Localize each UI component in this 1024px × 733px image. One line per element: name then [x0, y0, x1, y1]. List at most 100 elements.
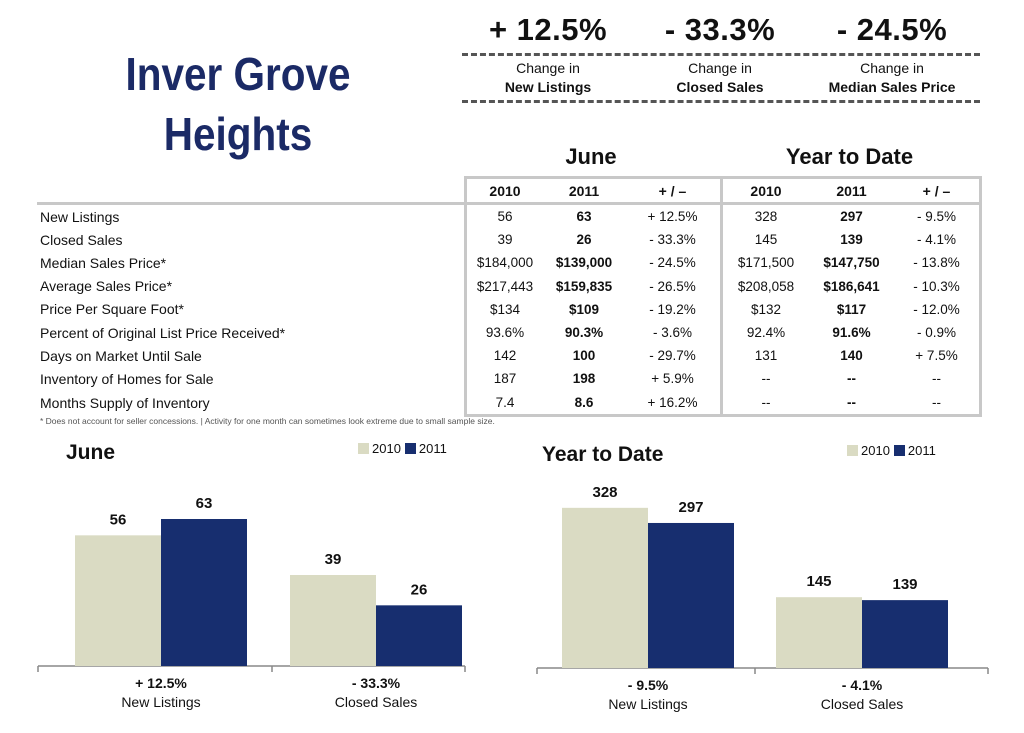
table-cell: 187 [464, 367, 543, 391]
row-label: Closed Sales [40, 231, 123, 248]
bar-2010 [562, 507, 648, 668]
table-cell: $217,443 [464, 274, 543, 298]
col-header: + / – [894, 176, 982, 205]
kpi-label: Change in [860, 60, 924, 76]
col-header: + / – [625, 176, 723, 205]
legend-label: 2010 [861, 443, 890, 458]
table-cell: - 13.8% [894, 251, 982, 275]
legend-swatch-2011 [404, 443, 416, 454]
legend-swatch-2010 [847, 445, 858, 456]
table-row: Inventory of Homes for Sale 187 198 + 5.9% -… [37, 367, 982, 391]
chart-june-legend: 2010 2011 [358, 441, 447, 456]
bar-value-label: 145 [806, 573, 831, 590]
table-cell: $171,500 [737, 255, 795, 271]
table-cell: $139,000 [555, 255, 613, 271]
row-label: Percent of Original List Price Received* [40, 324, 286, 341]
chart-june-title: June [66, 441, 116, 464]
table-cell: - 33.3% [625, 228, 723, 252]
row-label: Inventory of Homes for Sale [40, 370, 214, 387]
city-title-line2: Heights [163, 108, 313, 160]
bar-value-label: 39 [325, 551, 342, 568]
legend-label: 2011 [418, 441, 447, 456]
row-label: Days on Market Until Sale [40, 347, 202, 364]
table-cell: - 26.5% [625, 274, 723, 298]
table-cell: - 12.0% [894, 297, 982, 321]
table-cell: 297 [840, 209, 863, 225]
footnote: * Does not account for seller concession… [40, 416, 495, 426]
table-row: Closed Sales 39 26 - 33.3% 145 139 - 4.1% [37, 228, 982, 252]
table-cell: 39 [464, 228, 543, 252]
table-cell: $184,000 [464, 251, 543, 275]
table-cell: 8.6 [543, 390, 625, 417]
table-cell: -- [721, 390, 809, 417]
bar-value-label: 56 [110, 511, 127, 528]
category-label: Closed Sales [335, 694, 418, 710]
table-cell: 131 [754, 348, 778, 364]
legend-swatch-2010 [358, 443, 369, 454]
category-change-label: - 4.1% [842, 677, 883, 693]
bar-value-label: 139 [892, 576, 917, 593]
bar-2011 [862, 600, 948, 668]
table-cell: $159,835 [555, 278, 613, 294]
table-row: Median Sales Price* $184,000 $139,000 - 24.… [37, 251, 982, 275]
table-cell: -- [894, 390, 982, 417]
category-label: New Listings [608, 696, 687, 712]
table-cell: $117 [836, 301, 867, 317]
bar-value-label: 328 [592, 484, 617, 501]
row-label: Months Supply of Inventory [40, 394, 210, 411]
table-cell: + 7.5% [894, 344, 982, 368]
table-row: Percent of Original List Price Received*… [37, 320, 982, 345]
kpi-closed-sales: - 33.3% [634, 10, 806, 50]
bar-2011 [376, 605, 462, 666]
kpi-label-bold: Closed Sales [676, 79, 764, 95]
table-cell: $132 [750, 301, 782, 317]
col-header: 2011 [809, 176, 894, 205]
table-cell: 93.6% [464, 320, 543, 345]
table-cell: 63 [576, 209, 592, 225]
city-title: Inver Grove Heights [106, 44, 370, 164]
chart-ytd-title: Year to Date [542, 443, 664, 466]
col-header: 2010 [721, 176, 809, 205]
table-cell: + 5.9% [625, 367, 723, 391]
table-cell: $186,641 [823, 278, 880, 294]
bar-2011 [648, 522, 734, 668]
kpi-divider-top [462, 53, 980, 56]
table-cell: 26 [576, 232, 592, 248]
table-cell: 145 [754, 232, 778, 248]
table-cell: - 9.5% [894, 203, 982, 229]
table-row: Days on Market Until Sale 142 100 - 29.7% 13… [37, 344, 982, 368]
table-row: Average Sales Price* $217,443 $159,835 - 26… [37, 274, 982, 298]
stats-table: 2010 2011 + / – 2010 2011 + / – New List… [37, 176, 982, 417]
category-change-label: - 9.5% [628, 677, 669, 693]
table-cell: - 29.7% [625, 344, 723, 368]
table-row: Price Per Square Foot* $134 $109 - 19.2% $13… [37, 297, 982, 321]
kpi-panel: + 12.5% - 33.3% - 24.5% Change in New Lis… [462, 10, 980, 103]
table-row: Months Supply of Inventory 7.4 8.6 + 16.2% -… [37, 390, 982, 417]
table-cell: 142 [464, 344, 543, 368]
kpi-label: Change in [516, 60, 580, 76]
table-cell: -- [847, 371, 856, 387]
table-cell: 56 [464, 203, 543, 229]
row-label: Median Sales Price* [40, 254, 167, 271]
legend-swatch-2011 [893, 445, 905, 456]
table-cell: 7.4 [464, 390, 543, 417]
kpi-value: - 24.5% [836, 12, 948, 47]
table-cell: $208,058 [737, 278, 795, 294]
table-cell: 90.3% [564, 325, 604, 341]
bar-2010 [290, 575, 376, 666]
table-cell: -- [809, 390, 894, 417]
table-cell: - 3.6% [625, 320, 723, 345]
kpi-median-price: - 24.5% [806, 10, 978, 50]
table-cell: - 10.3% [894, 274, 982, 298]
group-header-ytd: Year to Date [785, 144, 914, 169]
kpi-divider-bottom [462, 100, 980, 103]
kpi-new-listings: + 12.5% [462, 10, 634, 50]
table-header-row: 2010 2011 + / – 2010 2011 + / – [37, 176, 982, 205]
group-header-june: June [565, 144, 617, 169]
table-cell: 92.4% [746, 325, 786, 341]
bar-value-label: 63 [196, 495, 213, 512]
table-cell: 140 [840, 348, 863, 364]
kpi-value: + 12.5% [488, 12, 608, 47]
bar-2010 [776, 597, 862, 668]
row-label: New Listings [40, 208, 120, 225]
